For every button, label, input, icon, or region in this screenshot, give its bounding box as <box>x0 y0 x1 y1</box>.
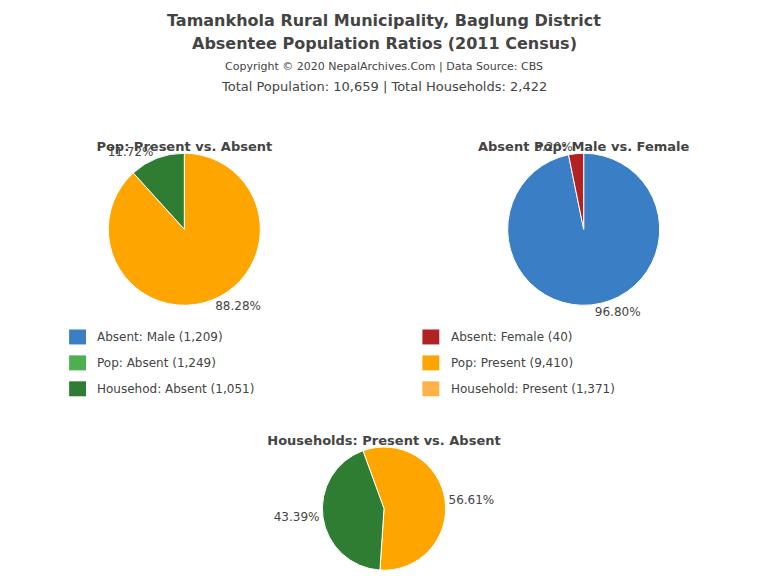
svg-text:56.61%: 56.61% <box>449 493 495 507</box>
svg-text:Absent Pop: Male vs. Female: Absent Pop: Male vs. Female <box>478 139 690 154</box>
svg-text:11.72%: 11.72% <box>108 145 154 159</box>
svg-text:Tamankhola Rural Municipality,: Tamankhola Rural Municipality, Baglung D… <box>167 11 601 30</box>
svg-text:Absentee Population Ratios (20: Absentee Population Ratios (2011 Census) <box>192 34 577 53</box>
svg-text:Pop: Absent (1,249): Pop: Absent (1,249) <box>97 356 216 370</box>
svg-text:96.80%: 96.80% <box>595 305 641 319</box>
svg-text:Pop: Present (9,410): Pop: Present (9,410) <box>451 356 573 370</box>
svg-text:3.20%: 3.20% <box>534 140 572 154</box>
svg-text:Absent: Male (1,209): Absent: Male (1,209) <box>97 330 223 344</box>
svg-text:Copyright © 2020 NepalArchives: Copyright © 2020 NepalArchives.Com | Dat… <box>225 60 543 73</box>
svg-text:Total Population: 10,659 | Tot: Total Population: 10,659 | Total Househo… <box>221 79 547 94</box>
svg-text:43.39%: 43.39% <box>274 510 320 524</box>
svg-text:Absent: Female (40): Absent: Female (40) <box>451 330 572 344</box>
svg-text:Househod: Absent (1,051): Househod: Absent (1,051) <box>97 382 254 396</box>
svg-text:Households: Present vs. Absent: Households: Present vs. Absent <box>267 433 500 448</box>
svg-text:Pop: Present vs. Absent: Pop: Present vs. Absent <box>96 139 272 154</box>
svg-text:Household: Present (1,371): Household: Present (1,371) <box>451 382 615 396</box>
svg-text:88.28%: 88.28% <box>215 299 261 313</box>
